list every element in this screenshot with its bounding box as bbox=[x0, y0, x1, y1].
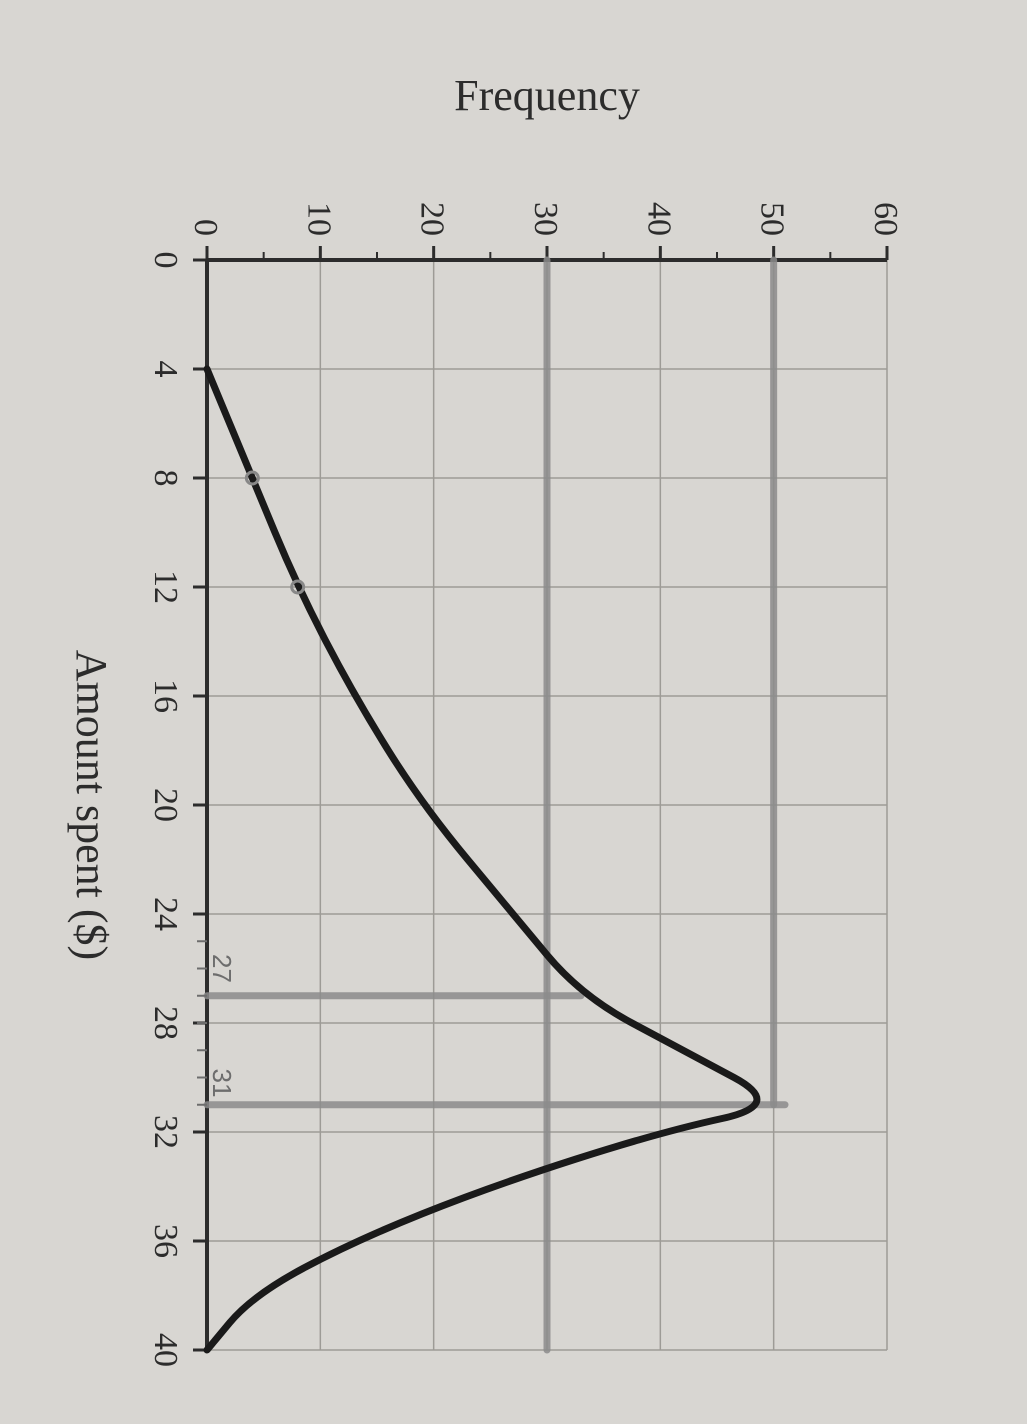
x-axis-label: Amount spent ($) bbox=[67, 650, 116, 960]
y-axis-label: Frequency bbox=[454, 71, 640, 120]
y-tick-label: 60 bbox=[867, 202, 904, 236]
y-tick-label: 50 bbox=[754, 202, 791, 236]
x-tick-label: 32 bbox=[147, 1115, 184, 1149]
x-tick-label: 28 bbox=[147, 1006, 184, 1040]
y-tick-label: 40 bbox=[640, 202, 677, 236]
x-tick-label: 8 bbox=[147, 470, 184, 487]
x-tick-label: 0 bbox=[147, 252, 184, 269]
x-tick-label: 40 bbox=[147, 1333, 184, 1367]
x-tick-label: 20 bbox=[147, 788, 184, 822]
y-tick-label: 20 bbox=[414, 202, 451, 236]
y-tick-label: 10 bbox=[300, 202, 337, 236]
y-tick-label: 0 bbox=[187, 219, 224, 236]
x-tick-label: 16 bbox=[147, 679, 184, 713]
x-tick-label: 24 bbox=[147, 897, 184, 931]
x-tick-label: 12 bbox=[147, 570, 184, 604]
x-tick-label: 4 bbox=[147, 361, 184, 378]
y-tick-label: 30 bbox=[527, 202, 564, 236]
frequency-chart: 0 4 8 12 16 20 24 28 32 36 40 0 10 20 30 40 50 60 Frequenc… bbox=[0, 0, 1027, 1424]
hand-annotation: 27 bbox=[207, 954, 237, 983]
hand-annotation: 31 bbox=[207, 1068, 237, 1097]
x-tick-label: 36 bbox=[147, 1224, 184, 1258]
